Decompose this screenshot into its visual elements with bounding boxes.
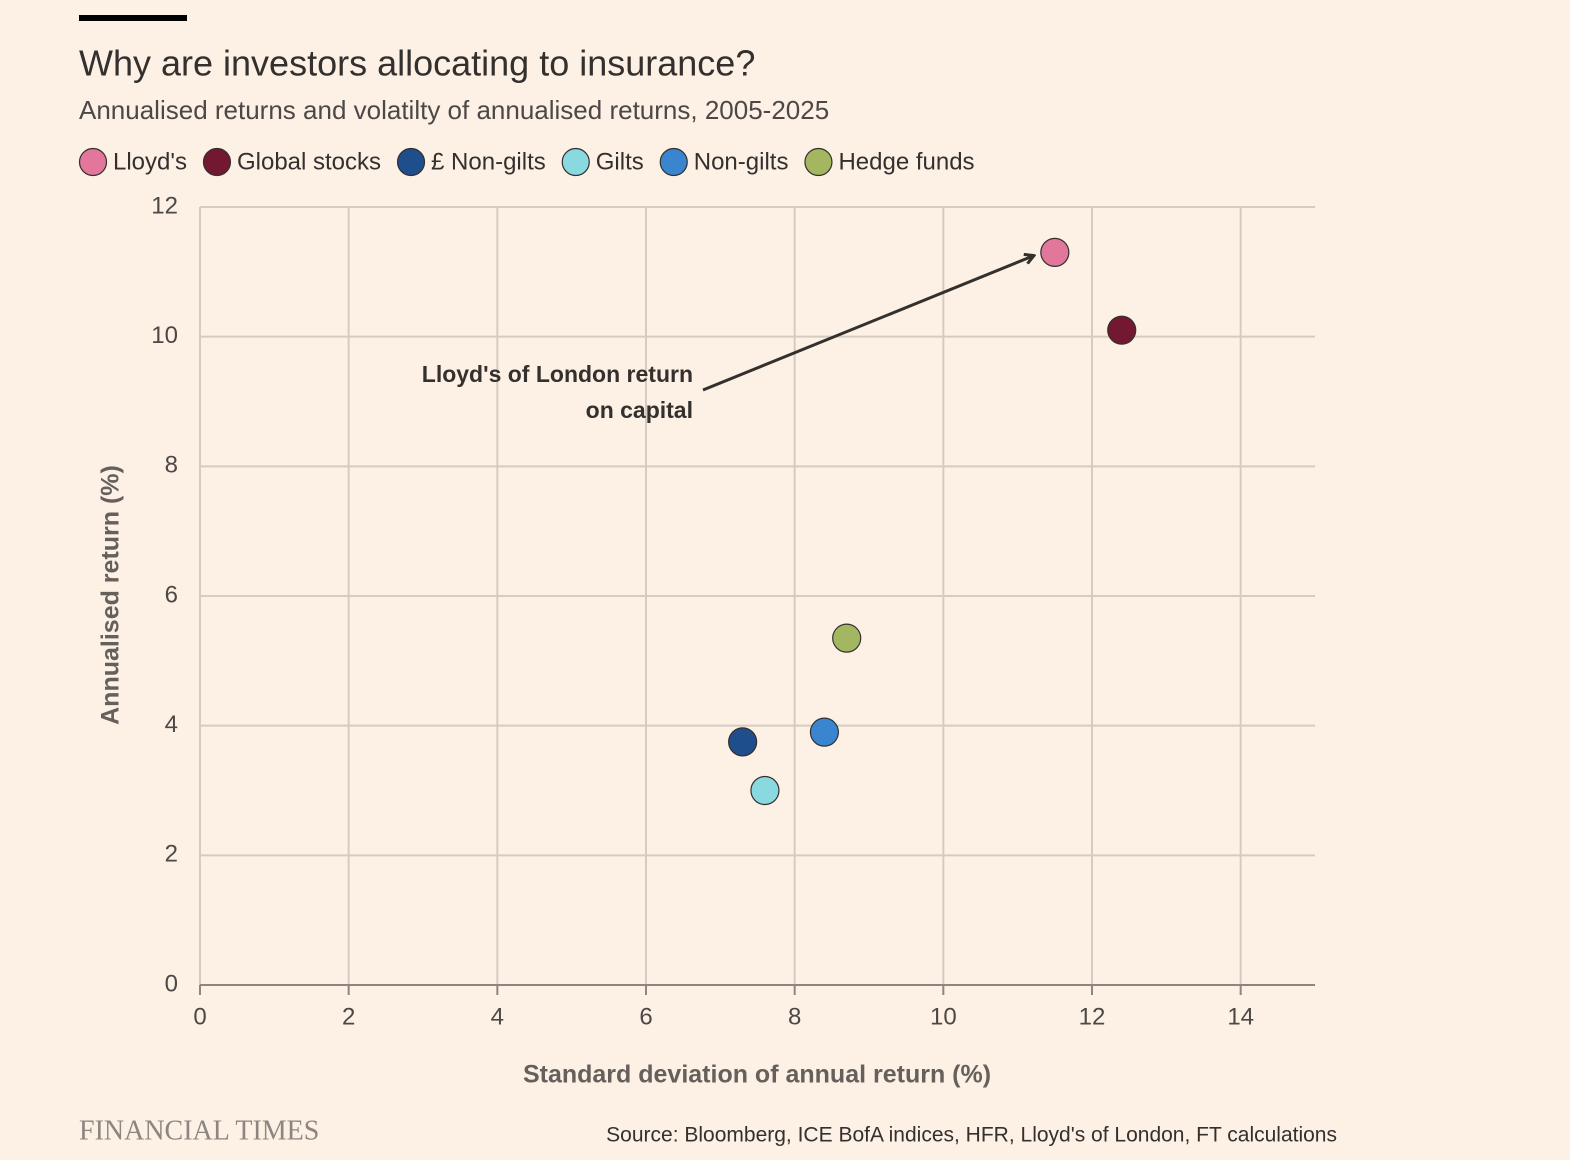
- annotation: on capital: [586, 397, 693, 423]
- legend-label: £ Non-gilts: [431, 148, 546, 175]
- x-tick-label: 8: [788, 1003, 801, 1030]
- x-tick-label: 6: [639, 1003, 652, 1030]
- y-tick-label: 6: [165, 581, 178, 608]
- legend-swatch: [202, 147, 232, 177]
- legend-label: Hedge funds: [838, 148, 974, 175]
- legend-swatch: [659, 147, 688, 177]
- legend-label: Lloyd's: [113, 148, 187, 175]
- x-tick-label: 12: [1079, 1003, 1106, 1030]
- point: [832, 623, 862, 653]
- x-tick-label: 4: [491, 1003, 504, 1030]
- x-tick-label: 0: [193, 1003, 206, 1030]
- legend-swatch: [396, 147, 426, 177]
- y-tick-label: 4: [165, 711, 178, 738]
- top-bar: [79, 15, 187, 21]
- y-tick-label: 8: [165, 452, 178, 479]
- y-tick-label: 0: [165, 970, 178, 997]
- brand: FINANCIAL TIMES: [79, 1115, 319, 1146]
- point: [1107, 315, 1137, 345]
- chart-subtitle: Annualised returns and volatilty of annu…: [79, 95, 829, 125]
- grid: [199, 206, 1315, 995]
- point: [809, 717, 840, 747]
- point: [728, 727, 758, 757]
- legend-swatch: [804, 147, 833, 177]
- legend-label: Global stocks: [237, 148, 381, 175]
- source: Source: Bloomberg, ICE BofA indices, HFR…: [606, 1124, 1337, 1147]
- y-tick-label: 12: [151, 192, 178, 219]
- x-tick-label: 2: [342, 1003, 355, 1030]
- annotation: Lloyd's of London return: [422, 361, 693, 387]
- y-tick-label: 10: [151, 322, 178, 349]
- legend-swatch: [561, 147, 590, 177]
- point: [1040, 237, 1070, 267]
- legend-label: Non-gilts: [694, 148, 789, 175]
- legend-swatch: [78, 147, 108, 177]
- y-tick-label: 2: [165, 841, 178, 868]
- annotation-arrow: [702, 256, 1033, 392]
- x-tick-label: 14: [1227, 1003, 1254, 1030]
- point: [750, 775, 780, 806]
- x-axis-label: Standard deviation of annual return (%): [523, 1061, 991, 1089]
- y-axis-label: Annualised return (%): [97, 465, 125, 725]
- x-tick-label: 10: [930, 1003, 957, 1030]
- legend-label: Gilts: [596, 148, 644, 175]
- legend: Lloyd's Global stocks £ Non-gilts Gilts Non-…: [78, 147, 975, 177]
- chart-title: Why are investors allocating to insuranc…: [79, 43, 755, 84]
